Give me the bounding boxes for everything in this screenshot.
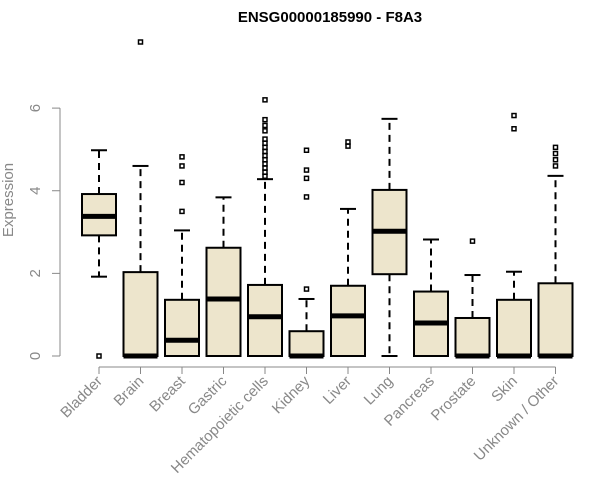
outlier-point xyxy=(96,353,102,359)
outlier-point xyxy=(511,126,517,132)
x-tick-label: Brain xyxy=(111,373,148,410)
outlier-point xyxy=(179,163,185,169)
outlier-point xyxy=(552,163,559,169)
outlier-point xyxy=(552,144,559,151)
outlier-point xyxy=(303,175,310,182)
y-axis: 0 2 4 6 xyxy=(27,104,61,360)
outlier-point xyxy=(303,147,310,153)
x-tick-label: Lung xyxy=(361,373,397,409)
box-group xyxy=(205,196,242,357)
box xyxy=(205,246,242,357)
x-tick-label: Liver xyxy=(320,373,355,408)
box-group xyxy=(537,144,574,359)
box-group xyxy=(413,238,449,357)
x-tick-label: Prostate xyxy=(428,373,480,425)
outlier-point xyxy=(552,157,559,163)
boxes-group xyxy=(81,39,574,359)
outlier-point xyxy=(552,150,559,157)
box xyxy=(537,282,574,357)
y-tick-label: 6 xyxy=(27,104,44,112)
outlier-point xyxy=(262,116,268,123)
box xyxy=(330,284,366,357)
outlier-point xyxy=(179,179,185,186)
outlier-point xyxy=(303,194,310,200)
outlier-point xyxy=(511,112,517,119)
outlier-point xyxy=(262,122,268,129)
x-tick-label: Kidney xyxy=(269,372,314,417)
outlier-point xyxy=(469,238,476,244)
outlier-point xyxy=(179,208,185,215)
box xyxy=(288,330,325,358)
y-axis-label: Expression xyxy=(0,163,17,237)
box-group xyxy=(81,149,117,359)
y-tick-label: 4 xyxy=(27,187,44,195)
outlier-point xyxy=(303,286,310,292)
x-tick-label: Breast xyxy=(146,372,189,415)
outlier-point xyxy=(345,139,351,145)
outlier-point xyxy=(179,154,185,160)
chart-title: ENSG00000185990 - F8A3 xyxy=(238,9,422,26)
box xyxy=(247,283,283,357)
box-group xyxy=(496,112,532,359)
x-tick-label: Skin xyxy=(488,373,521,406)
x-tick-label: Bladder xyxy=(57,373,106,422)
outlier-point xyxy=(262,136,268,142)
outlier-point xyxy=(303,167,310,173)
outlier-point xyxy=(137,39,144,45)
box xyxy=(496,298,532,357)
box-group xyxy=(330,139,366,357)
y-tick-label: 0 xyxy=(27,352,44,360)
box xyxy=(164,298,200,357)
y-tick-label: 2 xyxy=(27,269,44,277)
box xyxy=(122,271,159,357)
outlier-point xyxy=(262,97,268,103)
box-group xyxy=(164,154,200,357)
box xyxy=(454,316,491,357)
box-group xyxy=(288,147,325,359)
box-group xyxy=(454,238,491,359)
box-group xyxy=(371,117,408,357)
box-group xyxy=(247,97,283,357)
outlier-point xyxy=(262,128,268,134)
box-group xyxy=(122,39,159,359)
